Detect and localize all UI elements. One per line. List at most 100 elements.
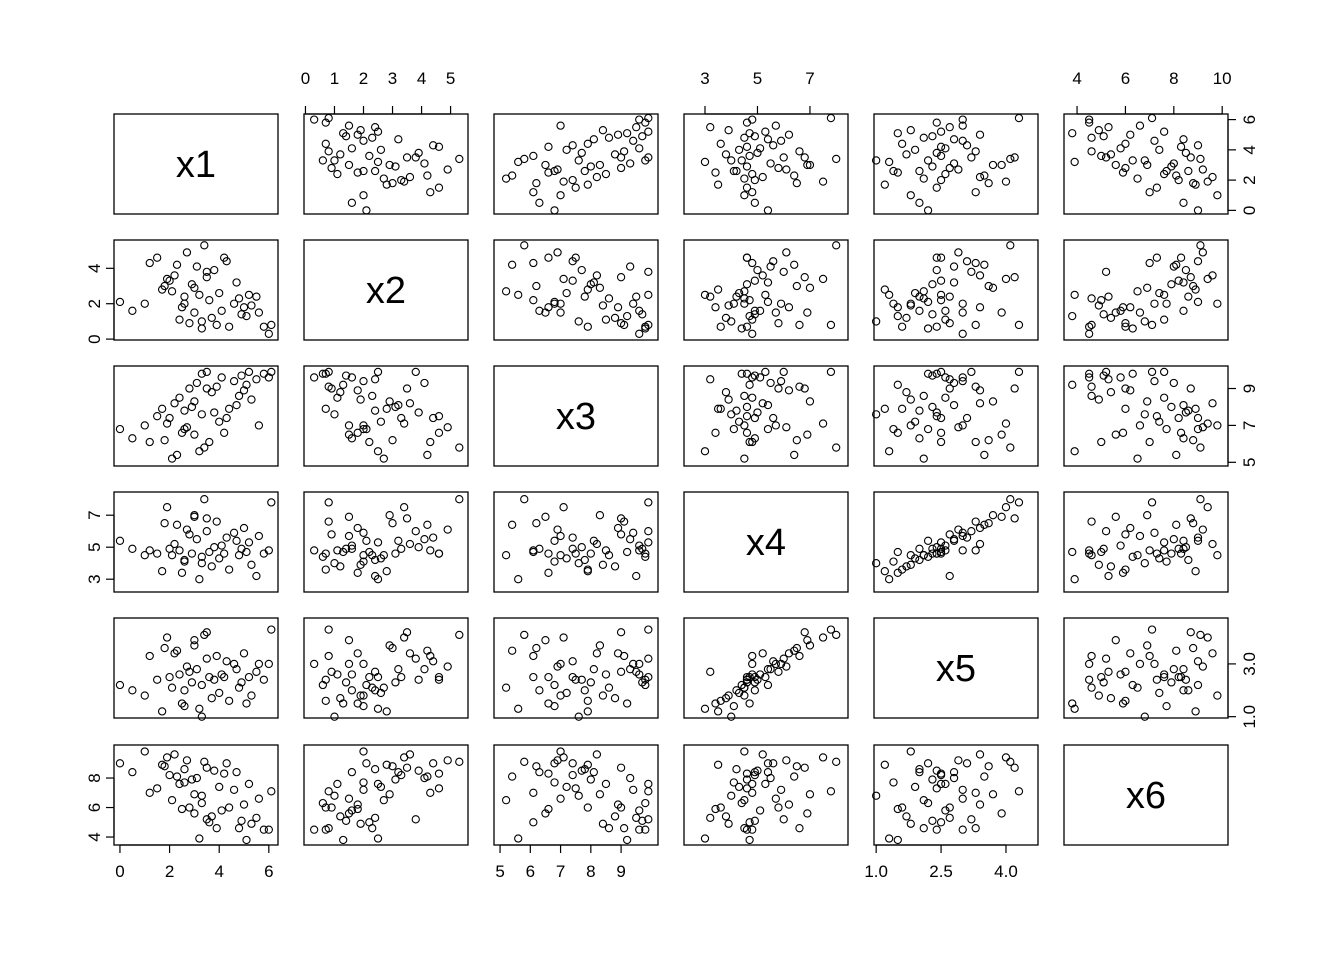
point xyxy=(1203,503,1212,512)
point xyxy=(568,276,577,285)
point xyxy=(394,135,403,144)
point xyxy=(397,672,406,682)
point xyxy=(185,530,194,539)
point xyxy=(758,750,767,759)
point xyxy=(713,180,723,189)
point xyxy=(373,704,383,713)
point xyxy=(1159,393,1169,402)
point xyxy=(923,798,933,808)
x-tick-label: 6 xyxy=(264,862,273,881)
point xyxy=(1126,303,1135,312)
point xyxy=(157,285,167,294)
point xyxy=(574,317,583,326)
point xyxy=(388,436,397,445)
x-tick-label: 4 xyxy=(214,862,223,881)
point xyxy=(414,408,423,417)
point xyxy=(1159,670,1169,679)
point xyxy=(613,800,623,809)
point xyxy=(1101,527,1111,536)
point xyxy=(310,546,319,555)
point xyxy=(915,555,924,565)
point xyxy=(792,436,801,445)
point xyxy=(1159,672,1169,682)
point xyxy=(1097,296,1106,305)
y-tick-label: 7 xyxy=(85,510,104,519)
point xyxy=(975,172,985,182)
point xyxy=(429,759,438,768)
point xyxy=(776,299,786,308)
point xyxy=(732,406,741,415)
point xyxy=(192,262,202,271)
point xyxy=(330,791,339,800)
point xyxy=(766,665,775,674)
point xyxy=(872,317,881,326)
point xyxy=(434,672,444,682)
point xyxy=(205,547,214,557)
point xyxy=(958,115,967,124)
point xyxy=(267,320,276,330)
point xyxy=(583,567,592,576)
point xyxy=(595,160,605,170)
point xyxy=(1087,133,1096,142)
panel-frame xyxy=(493,365,659,467)
diagonal-label: x2 xyxy=(366,270,406,312)
point xyxy=(336,150,345,159)
point xyxy=(1133,287,1142,296)
point xyxy=(180,778,189,787)
point xyxy=(197,410,206,419)
point xyxy=(583,696,592,705)
point xyxy=(1193,257,1203,266)
point xyxy=(753,148,762,158)
point xyxy=(1179,400,1188,410)
point xyxy=(975,800,985,809)
point xyxy=(402,153,412,162)
y-tick-label: 8 xyxy=(85,773,104,782)
point xyxy=(635,115,644,124)
point xyxy=(583,803,592,812)
point xyxy=(984,519,993,528)
point xyxy=(190,308,199,317)
point xyxy=(958,546,967,555)
point xyxy=(742,162,752,171)
point xyxy=(975,130,985,139)
point xyxy=(359,136,368,145)
point xyxy=(818,753,828,762)
point xyxy=(222,413,231,423)
point xyxy=(1176,142,1186,151)
point xyxy=(514,575,523,584)
point xyxy=(192,378,202,388)
point xyxy=(370,571,380,581)
point xyxy=(162,274,172,284)
point xyxy=(1162,299,1171,308)
point xyxy=(411,654,420,663)
point xyxy=(732,686,741,695)
point xyxy=(984,762,993,771)
point xyxy=(414,148,423,158)
point xyxy=(180,701,189,711)
point xyxy=(971,188,980,197)
point xyxy=(1167,549,1176,558)
point xyxy=(242,835,251,845)
point xyxy=(1213,421,1222,430)
point xyxy=(805,397,815,406)
point xyxy=(541,809,550,818)
point xyxy=(402,763,412,772)
point xyxy=(356,691,365,700)
point xyxy=(434,183,444,192)
point xyxy=(784,649,794,658)
point xyxy=(945,530,954,539)
point xyxy=(264,825,273,834)
panel-frame xyxy=(873,113,1039,215)
point xyxy=(399,177,409,186)
point xyxy=(872,410,881,419)
diagonal-label: x3 xyxy=(556,396,596,438)
point xyxy=(750,816,759,825)
point xyxy=(721,388,731,397)
panel-frame xyxy=(1063,744,1229,846)
point xyxy=(980,520,989,529)
point xyxy=(1196,443,1205,452)
point xyxy=(1193,413,1203,423)
point xyxy=(1152,253,1162,262)
point xyxy=(229,659,239,669)
